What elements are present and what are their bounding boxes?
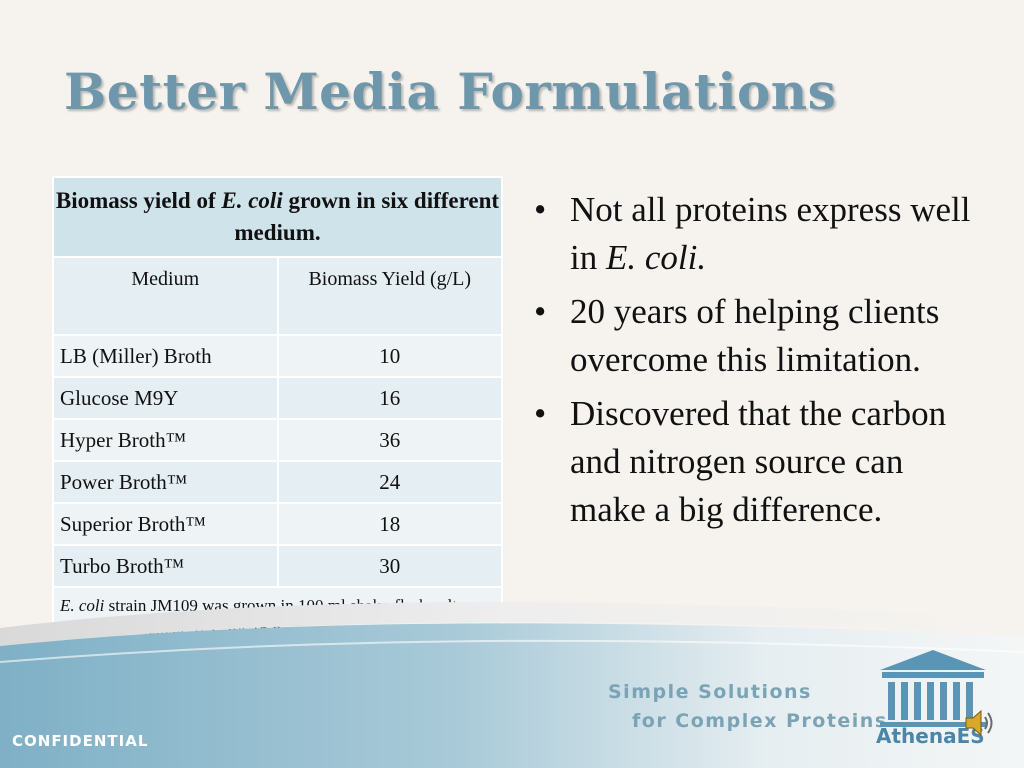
- bullet-text: Not all proteins express well in: [570, 190, 971, 277]
- row-medium: Turbo Broth™: [52, 544, 279, 588]
- bullet-text: Discovered that the carbon and nitrogen …: [570, 394, 947, 529]
- table-row: Superior Broth™ 18: [52, 502, 503, 546]
- footnote-species: E. coli: [60, 596, 105, 615]
- table-row: Power Broth™ 24: [52, 460, 503, 504]
- row-medium: Superior Broth™: [52, 502, 279, 546]
- bullet-marker: •: [534, 394, 547, 433]
- bullet-marker: •: [534, 190, 547, 229]
- row-yield: 18: [276, 502, 503, 546]
- bullet-list: • Not all proteins express well in E. co…: [534, 186, 974, 540]
- table-row: Hyper Broth™ 36: [52, 418, 503, 462]
- caption-species: E. coli: [221, 188, 283, 213]
- bullet-item: • Discovered that the carbon and nitroge…: [534, 390, 974, 534]
- table-header-row: Medium Biomass Yield (g/L): [52, 256, 503, 336]
- row-yield: 16: [276, 376, 503, 420]
- bullet-marker: •: [534, 292, 547, 331]
- footer-band: [0, 601, 1024, 768]
- row-medium: Hyper Broth™: [52, 418, 279, 462]
- table-caption: Biomass yield of E. coli grown in six di…: [52, 176, 503, 258]
- tagline-line-2: for Complex Proteins: [632, 710, 888, 732]
- speaker-icon[interactable]: [962, 706, 998, 740]
- caption-text-start: Biomass yield of: [55, 188, 222, 213]
- header-biomass-yield: Biomass Yield (g/L): [276, 256, 503, 336]
- table-caption-row: Biomass yield of E. coli grown in six di…: [52, 176, 503, 258]
- slide-title: Better Media Formulations: [64, 62, 837, 121]
- row-yield: 36: [276, 418, 503, 462]
- header-medium: Medium: [52, 256, 279, 336]
- confidential-label: CONFIDENTIAL: [12, 732, 149, 750]
- header-biomass-yield-label: Biomass Yield (g/L): [308, 268, 472, 290]
- row-yield: 30: [276, 544, 503, 588]
- bullet-text: 20 years of helping clients overcome thi…: [570, 292, 940, 379]
- table-row: LB (Miller) Broth 10: [52, 334, 503, 378]
- table-row: Turbo Broth™ 30: [52, 544, 503, 588]
- row-medium: Glucose M9Y: [52, 376, 279, 420]
- bullet-italic: E. coli.: [605, 238, 707, 277]
- biomass-table: Biomass yield of E. coli grown in six di…: [52, 176, 503, 658]
- row-yield: 24: [276, 460, 503, 504]
- bullet-item: • 20 years of helping clients overcome t…: [534, 288, 974, 384]
- temple-logo-icon: [880, 650, 986, 727]
- row-medium: Power Broth™: [52, 460, 279, 504]
- tagline-line-1: Simple Solutions: [608, 681, 812, 703]
- row-yield: 10: [276, 334, 503, 378]
- table-row: Glucose M9Y 16: [52, 376, 503, 420]
- row-medium: LB (Miller) Broth: [52, 334, 279, 378]
- caption-text-end: grown in six different medium.: [234, 188, 500, 245]
- bullet-item: • Not all proteins express well in E. co…: [534, 186, 974, 282]
